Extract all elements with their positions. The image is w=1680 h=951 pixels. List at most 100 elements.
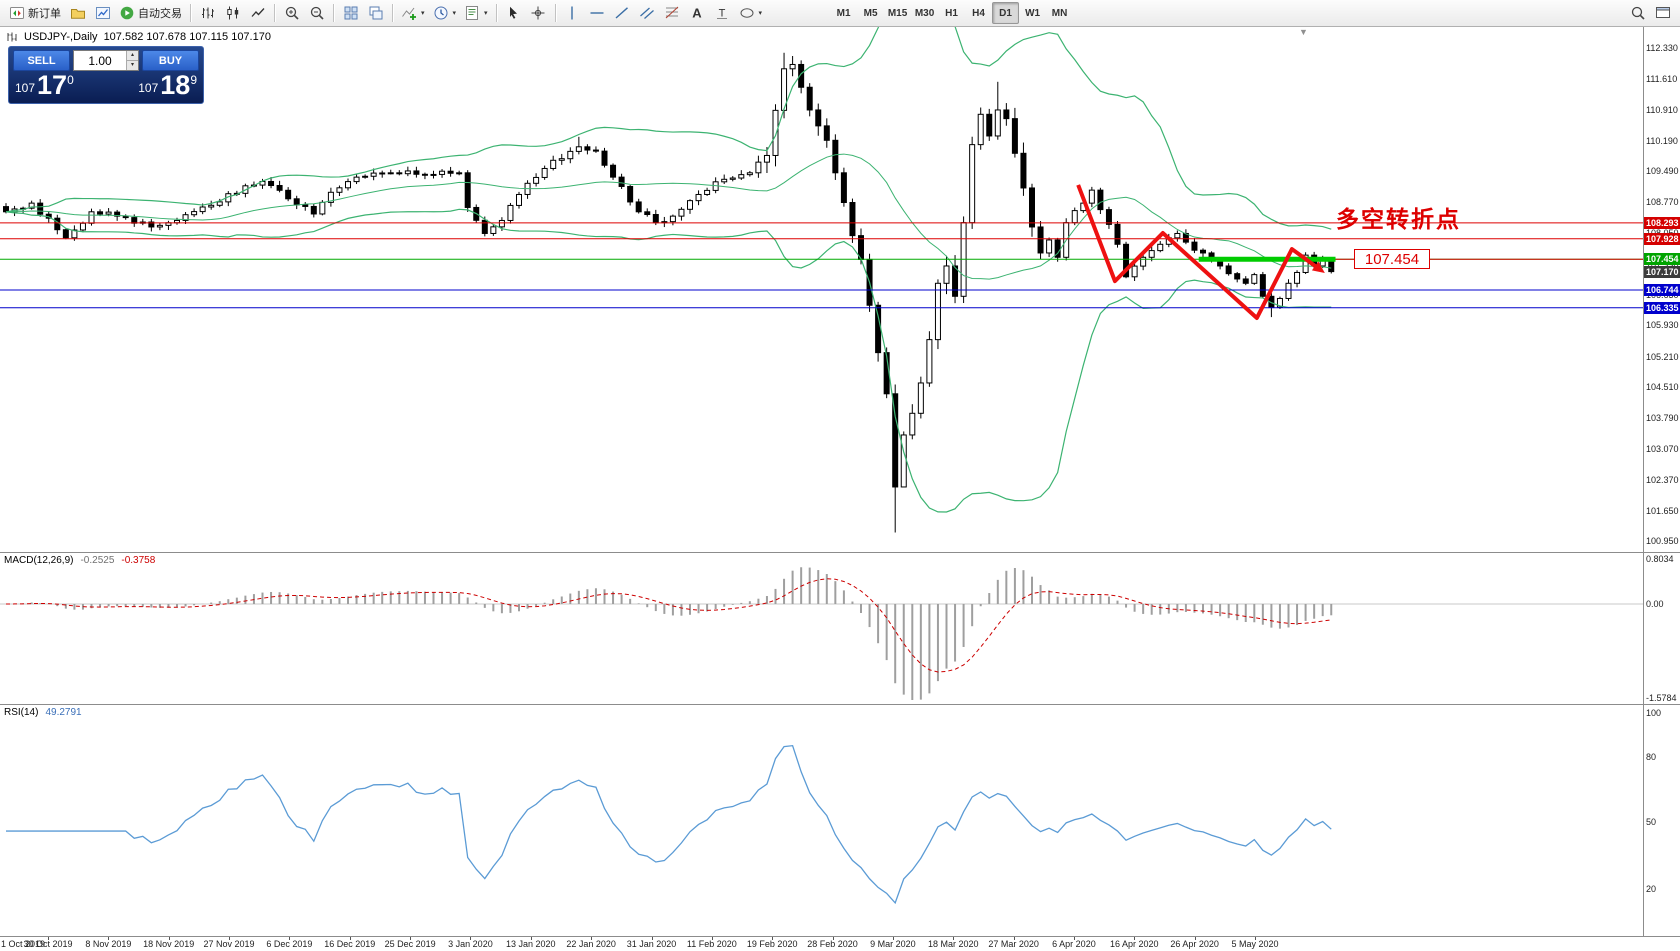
date-tick <box>349 937 351 940</box>
horizontal-line-icon <box>590 12 604 14</box>
date-label: 22 Jan 2020 <box>566 939 616 949</box>
date-label: 26 Apr 2020 <box>1170 939 1219 949</box>
date-label: 31 Jan 2020 <box>626 939 677 949</box>
chart-shift-marker-icon[interactable]: ▼ <box>1299 27 1308 37</box>
zoom-in-button[interactable] <box>279 2 304 24</box>
rsi-panel-separator[interactable] <box>0 704 1680 705</box>
auto-trading-label: 自动交易 <box>138 8 182 20</box>
auto-trading-button[interactable]: 自动交易 <box>115 2 186 24</box>
turning-point-annotation[interactable]: 多空转折点 <box>1336 206 1461 232</box>
indicators-menu-button[interactable]: ▾ <box>397 2 429 24</box>
volume-decrease-button[interactable]: ▾ <box>127 60 138 70</box>
indicator-scale-label: -1.5784 <box>1646 693 1677 703</box>
macd-layer <box>0 567 1643 700</box>
price-badge: 107.454 <box>1644 253 1680 266</box>
rsi-label: RSI(14) 49.2791 <box>4 707 82 718</box>
date-tick <box>229 937 231 940</box>
timeframe-m5[interactable]: M5 <box>863 7 878 19</box>
date-tick <box>1255 937 1256 940</box>
profiles-button[interactable] <box>65 2 90 24</box>
date-tick <box>530 937 532 940</box>
date-label: 9 Mar 2020 <box>870 939 916 949</box>
date-tick <box>1134 937 1136 940</box>
cascade-windows-icon <box>369 6 382 20</box>
date-tick <box>772 937 774 940</box>
sell-price-big: 17 <box>37 70 68 100</box>
channel-tool-button[interactable] <box>635 2 660 24</box>
date-label: 13 Jan 2020 <box>506 939 556 949</box>
vertical-line-icon <box>571 6 573 20</box>
date-label: 6 Apr 2020 <box>1052 939 1096 949</box>
templates-menu-button[interactable]: ▾ <box>460 2 492 24</box>
timeframe-h1[interactable]: H1 <box>945 7 958 19</box>
buy-button[interactable]: BUY <box>142 50 199 71</box>
periods-menu-button[interactable]: ▾ <box>429 2 461 24</box>
crosshair-icon <box>531 6 545 20</box>
tile-windows-icon <box>344 6 357 20</box>
window-button[interactable] <box>1650 2 1675 24</box>
volume-increase-button[interactable]: ▴ <box>127 51 138 60</box>
price-badge: 106.335 <box>1644 301 1680 314</box>
new-order-button[interactable]: 新订单 <box>5 2 65 24</box>
timeframe-m15[interactable]: M15 <box>887 7 908 19</box>
macd-panel-separator[interactable] <box>0 552 1680 553</box>
timeframe-d1[interactable]: D1 <box>992 2 1020 24</box>
price-badge: 106.744 <box>1644 284 1680 297</box>
toolbar-separator <box>274 4 275 22</box>
cascade-windows-button[interactable] <box>363 2 388 24</box>
label-tool-button[interactable]: T <box>710 2 735 24</box>
candlestick-mode-button[interactable] <box>220 2 245 24</box>
fibonacci-tool-button[interactable] <box>660 2 685 24</box>
date-tick <box>410 937 412 940</box>
cursor-tool-button[interactable] <box>501 2 526 24</box>
window-icon <box>1655 7 1670 18</box>
date-tick <box>48 937 49 940</box>
timeframe-h4[interactable]: H4 <box>972 7 985 19</box>
zoom-out-button[interactable] <box>304 2 329 24</box>
text-tool-button[interactable]: A <box>685 2 710 24</box>
timeframe-w1[interactable]: W1 <box>1025 7 1041 19</box>
auto-trading-icon <box>120 6 134 20</box>
market-watch-icon <box>95 7 110 19</box>
date-axis[interactable]: 1 Oct 2019 30 Oct 2019 8 Nov 2019 18 Nov 20… <box>0 937 1643 951</box>
date-tick <box>1194 937 1196 940</box>
date-label: 25 Dec 2019 <box>384 939 436 949</box>
toolbar-separator <box>392 4 393 22</box>
date-tick <box>832 937 834 940</box>
bar-chart-mode-button[interactable] <box>195 2 220 24</box>
volume-spinner: ▴ ▾ <box>126 51 138 70</box>
search-button[interactable] <box>1625 2 1650 24</box>
sell-button[interactable]: SELL <box>13 50 70 71</box>
timeframe-m30[interactable]: M30 <box>914 7 935 19</box>
date-tick <box>711 937 713 940</box>
indicators-icon <box>402 7 416 20</box>
price-scale[interactable]: 112.330 111.610 110.910 110.190 109.490 108.7… <box>1643 27 1680 936</box>
market-watch-button[interactable] <box>90 2 115 24</box>
buy-price: 107 18 9 <box>138 71 197 99</box>
price-tick-label: 105.930 <box>1646 320 1679 331</box>
caret-icon: ▾ <box>484 10 488 17</box>
shapes-menu-button[interactable]: ▾ <box>735 2 767 24</box>
indicator-scale-label: 0.8034 <box>1646 554 1674 564</box>
crosshair-tool-button[interactable] <box>526 2 551 24</box>
horizontal-line-tool-button[interactable] <box>585 2 610 24</box>
price-tick-label: 103.790 <box>1646 413 1679 424</box>
one-click-trading-panel: SELL ▴ ▾ BUY 107 17 0 107 18 9 <box>8 46 204 104</box>
price-level-label[interactable]: 107.454 <box>1354 249 1430 269</box>
vertical-line-tool-button[interactable] <box>560 2 585 24</box>
date-label: 5 May 2020 <box>1231 939 1279 949</box>
tile-windows-button[interactable] <box>338 2 363 24</box>
caret-icon: ▾ <box>758 10 763 17</box>
timeframe-mn[interactable]: MN <box>1051 7 1068 19</box>
trendline-tool-button[interactable] <box>610 2 635 24</box>
timeframe-m1[interactable]: M1 <box>836 7 851 19</box>
date-tick <box>1073 937 1075 940</box>
caret-icon: ▾ <box>421 10 425 17</box>
sell-price-prefix: 107 <box>15 81 36 95</box>
date-label: 19 Feb 2020 <box>746 939 798 949</box>
line-chart-mode-button[interactable] <box>245 2 270 24</box>
volume-input[interactable] <box>74 51 126 70</box>
chart-icon <box>7 32 17 42</box>
